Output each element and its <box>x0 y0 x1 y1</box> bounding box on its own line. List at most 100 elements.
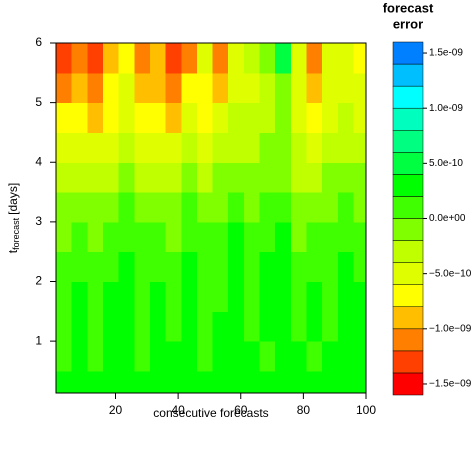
x-tick-label: 40 <box>171 403 185 417</box>
cell <box>134 311 151 342</box>
colorbar-tick-label: 1.0e-09 <box>429 103 463 114</box>
cell <box>71 43 88 74</box>
cell <box>212 72 229 104</box>
cell <box>71 370 88 393</box>
cell <box>196 341 214 372</box>
y-tick-label: 2 <box>35 274 42 288</box>
cell <box>87 72 104 104</box>
cell <box>275 370 292 393</box>
cell <box>118 251 135 283</box>
cell <box>243 72 261 104</box>
cell <box>71 251 88 283</box>
cell <box>290 43 308 74</box>
cell <box>102 102 120 133</box>
colorbar-band <box>392 41 424 65</box>
cell <box>196 192 214 223</box>
colorbar-band <box>392 306 424 330</box>
cell <box>228 72 245 104</box>
cell <box>290 251 308 283</box>
cell <box>353 221 366 253</box>
cell <box>71 221 88 253</box>
y-tick-label: 6 <box>35 35 42 49</box>
cell <box>149 43 167 74</box>
cell <box>290 341 308 372</box>
cell <box>275 221 292 253</box>
cell <box>56 311 73 342</box>
cell <box>165 132 182 163</box>
cell <box>56 192 73 223</box>
colorbar-band <box>392 196 424 219</box>
x-axis-label: consecutive forecasts <box>153 406 268 420</box>
cell <box>275 192 292 223</box>
cell <box>102 72 120 104</box>
cell <box>118 341 135 372</box>
cell <box>118 311 135 342</box>
colorbar-band <box>392 350 424 374</box>
cell <box>322 72 339 104</box>
colorbar-tick-label: 1.5e-09 <box>429 48 463 59</box>
cell <box>56 251 73 283</box>
cell <box>259 341 276 372</box>
cell <box>212 132 229 163</box>
cell <box>149 341 167 372</box>
cell <box>353 162 366 193</box>
cell <box>165 72 182 104</box>
colorbar-band <box>392 262 424 285</box>
cell <box>149 221 167 253</box>
cell <box>56 281 73 312</box>
cell <box>87 251 104 283</box>
cell <box>337 370 354 393</box>
cell <box>212 162 229 193</box>
y-tick-label: 4 <box>35 154 42 168</box>
colorbar-band <box>392 130 424 153</box>
cell <box>290 192 308 223</box>
cell <box>212 221 229 253</box>
cell <box>196 43 214 74</box>
cell <box>353 132 366 163</box>
cell <box>165 43 182 74</box>
y-label-main: t <box>6 249 20 253</box>
cell <box>353 72 366 104</box>
cell <box>149 162 167 193</box>
cell <box>56 72 73 104</box>
cell <box>87 43 104 74</box>
cell <box>212 370 229 393</box>
cell <box>134 341 151 372</box>
cell <box>87 281 104 312</box>
cell <box>165 162 182 193</box>
cell <box>306 192 323 223</box>
cell <box>181 251 198 283</box>
cell <box>275 311 292 342</box>
cell <box>337 281 354 312</box>
cell <box>118 132 135 163</box>
cell <box>165 102 182 133</box>
cell <box>102 341 120 372</box>
cell <box>243 192 261 223</box>
cell <box>71 281 88 312</box>
cell <box>322 132 339 163</box>
cell <box>290 162 308 193</box>
cell <box>165 370 182 393</box>
cell <box>56 341 73 372</box>
cell <box>56 162 73 193</box>
contour-field <box>56 43 366 393</box>
cell <box>306 43 323 74</box>
cell <box>259 370 276 393</box>
cell <box>228 281 245 312</box>
colorbar-title: error <box>393 16 423 31</box>
y-axis-label: tforecast [days] <box>6 183 21 253</box>
cell <box>56 370 73 393</box>
colorbar-band <box>392 85 424 109</box>
cell <box>322 311 339 342</box>
cell <box>56 102 73 133</box>
cell <box>181 192 198 223</box>
cell <box>118 162 135 193</box>
colorbar-tick-label: 5.0e-10 <box>429 158 463 169</box>
cell <box>134 281 151 312</box>
cell <box>228 102 245 133</box>
cell <box>56 132 73 163</box>
cell <box>212 102 229 133</box>
cell <box>102 221 120 253</box>
cell <box>306 221 323 253</box>
